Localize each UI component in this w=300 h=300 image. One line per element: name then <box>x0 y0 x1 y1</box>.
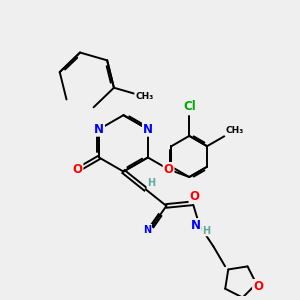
Text: CH₃: CH₃ <box>225 126 244 135</box>
Text: H: H <box>147 178 155 188</box>
Text: N: N <box>143 123 153 136</box>
Text: O: O <box>73 164 82 176</box>
Text: N: N <box>190 219 200 232</box>
Text: H: H <box>202 226 210 236</box>
Text: N: N <box>94 123 104 136</box>
Text: O: O <box>164 163 174 176</box>
Text: N: N <box>143 225 151 235</box>
Text: Cl: Cl <box>183 100 196 112</box>
Text: O: O <box>190 190 200 203</box>
Text: O: O <box>253 280 263 293</box>
Text: CH₃: CH₃ <box>135 92 153 101</box>
